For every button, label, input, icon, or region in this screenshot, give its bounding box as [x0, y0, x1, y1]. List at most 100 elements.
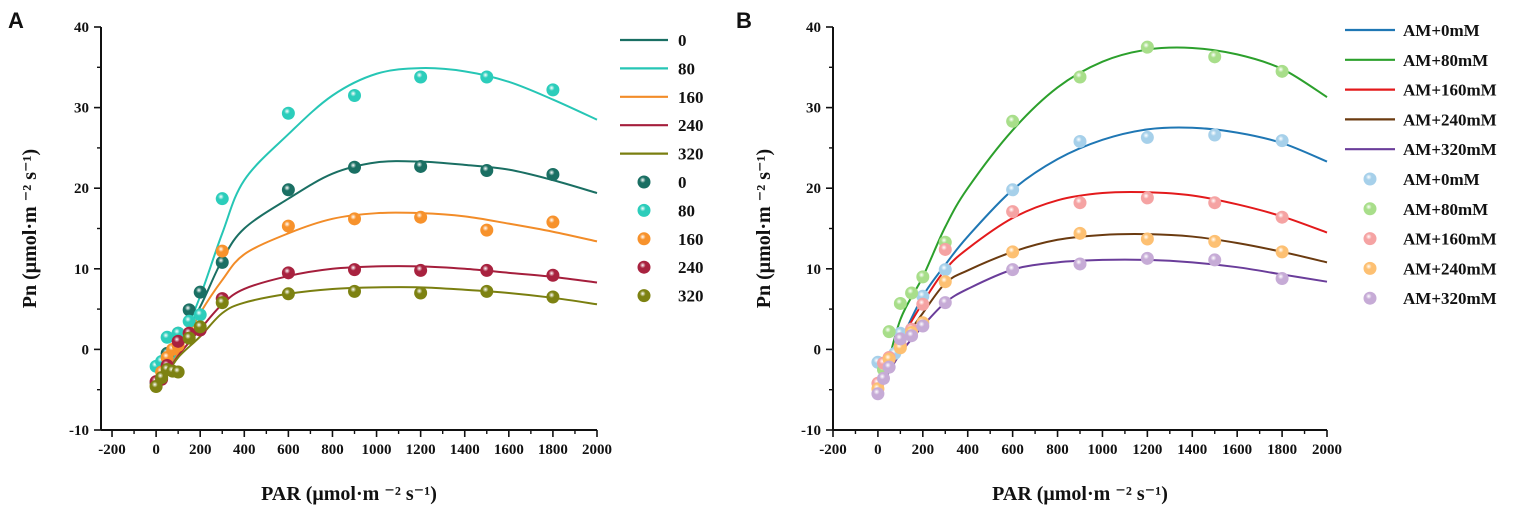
data-point-80 — [160, 330, 174, 344]
data-point-80 — [414, 70, 428, 84]
data-point-AM+0mM — [1275, 134, 1289, 148]
x-tick-label: -200 — [98, 442, 126, 458]
legend-line-label: AM+80mM — [1403, 51, 1488, 70]
legend-marker-label: 160 — [678, 230, 704, 249]
data-point-AM+80mM — [882, 325, 896, 339]
x-tick-label: 2000 — [582, 442, 612, 458]
data-point-240 — [414, 263, 428, 277]
legend-line-label: AM+240mM — [1403, 110, 1497, 129]
legend-line-label: 240 — [678, 116, 704, 135]
data-point-80 — [480, 70, 494, 84]
data-point-0 — [215, 255, 229, 269]
data-point-AM+160mM — [1073, 196, 1087, 210]
x-axis-title: PAR (μmol·m ⁻² s⁻¹) — [992, 483, 1168, 505]
data-point-320 — [193, 320, 207, 334]
data-point-AM+320mM — [1073, 257, 1087, 271]
legend-line-label: 0 — [678, 31, 687, 50]
data-point-320 — [348, 284, 362, 298]
legend-marker-icon — [637, 260, 651, 274]
data-point-AM+160mM — [1006, 205, 1020, 219]
data-point-AM+240mM — [1208, 234, 1222, 248]
data-point-AM+320mM — [905, 329, 919, 343]
legend-line-label: 320 — [678, 145, 704, 164]
data-point-160 — [215, 244, 229, 258]
data-point-80 — [182, 314, 196, 328]
legend-marker-icon — [637, 175, 651, 189]
data-point-AM+240mM — [1006, 245, 1020, 259]
data-point-80 — [281, 106, 295, 120]
fit-curve-80 — [166, 67, 598, 374]
data-point-320 — [171, 365, 185, 379]
data-point-AM+240mM — [1140, 232, 1154, 246]
fit-curve-AM+80mM — [882, 46, 1328, 382]
y-tick-label: 30 — [74, 101, 89, 117]
legend-line-label: AM+160mM — [1403, 81, 1497, 100]
legend-marker-icon — [1363, 172, 1377, 186]
data-point-80 — [193, 308, 207, 322]
data-point-320 — [414, 286, 428, 300]
panel-label: B — [736, 8, 752, 33]
x-tick-label: 600 — [277, 442, 300, 458]
data-point-0 — [546, 167, 560, 181]
data-point-AM+240mM — [1275, 245, 1289, 259]
x-tick-label: 2000 — [1312, 442, 1342, 458]
legend-marker-label: 240 — [678, 258, 704, 277]
data-point-AM+320mM — [877, 371, 891, 385]
y-tick-label: 30 — [806, 101, 821, 117]
legend-marker-label: AM+0mM — [1403, 170, 1480, 189]
data-point-240 — [171, 334, 185, 348]
fit-curve-240 — [166, 265, 598, 375]
data-point-80 — [215, 192, 229, 206]
y-tick-label: 20 — [74, 181, 89, 197]
data-point-AM+240mM — [1073, 226, 1087, 240]
data-point-AM+0mM — [1208, 128, 1222, 142]
data-point-AM+80mM — [1073, 70, 1087, 84]
legend-marker-icon — [637, 232, 651, 246]
data-point-320 — [182, 331, 196, 345]
x-tick-label: 1000 — [362, 442, 392, 458]
x-tick-label: 1400 — [450, 442, 480, 458]
data-point-240 — [348, 263, 362, 277]
data-point-AM+320mM — [871, 387, 885, 401]
legend-marker-label: 0 — [678, 173, 687, 192]
data-point-AM+80mM — [893, 296, 907, 310]
legend-marker-icon — [1363, 232, 1377, 246]
legend-marker-label: AM+240mM — [1403, 259, 1497, 278]
y-tick-label: 20 — [806, 181, 821, 197]
data-point-AM+160mM — [938, 242, 952, 256]
data-point-240 — [480, 263, 494, 277]
data-point-160 — [348, 212, 362, 226]
legend-line-label: AM+0mM — [1403, 21, 1480, 40]
x-tick-label: 1800 — [538, 442, 568, 458]
x-tick-label: 600 — [1001, 442, 1024, 458]
y-tick-label: -10 — [69, 423, 89, 439]
fit-curve-0 — [166, 160, 598, 370]
x-tick-label: 400 — [956, 442, 979, 458]
y-tick-label: 10 — [806, 262, 821, 278]
legend-marker-label: AM+160mM — [1403, 230, 1497, 249]
x-tick-label: 400 — [233, 442, 256, 458]
data-point-0 — [182, 303, 196, 317]
data-point-AM+80mM — [1208, 50, 1222, 64]
legend-line-label: 80 — [678, 59, 695, 78]
legend-marker-icon — [1363, 291, 1377, 305]
x-tick-label: 0 — [874, 442, 882, 458]
x-tick-label: 200 — [912, 442, 935, 458]
data-point-AM+0mM — [938, 263, 952, 277]
data-point-AM+320mM — [916, 319, 930, 333]
data-point-AM+320mM — [893, 332, 907, 346]
x-tick-label: 0 — [152, 442, 160, 458]
y-axis-title: Pn (μmol·m ⁻² s⁻¹) — [753, 149, 775, 308]
data-point-AM+320mM — [882, 360, 896, 374]
x-tick-label: 1600 — [494, 442, 524, 458]
x-tick-label: 1000 — [1087, 442, 1117, 458]
data-point-AM+240mM — [938, 275, 952, 289]
legend-marker-icon — [637, 289, 651, 303]
panel-label: A — [8, 8, 24, 33]
panel-a-chart: A-200 0 200 400 600 800 1000 1200 1400 1600 1800 20… — [8, 8, 704, 505]
legend-marker-label: 80 — [678, 201, 695, 220]
data-point-0 — [193, 285, 207, 299]
data-point-80 — [546, 83, 560, 97]
legend-marker-label: AM+320mM — [1403, 289, 1497, 308]
